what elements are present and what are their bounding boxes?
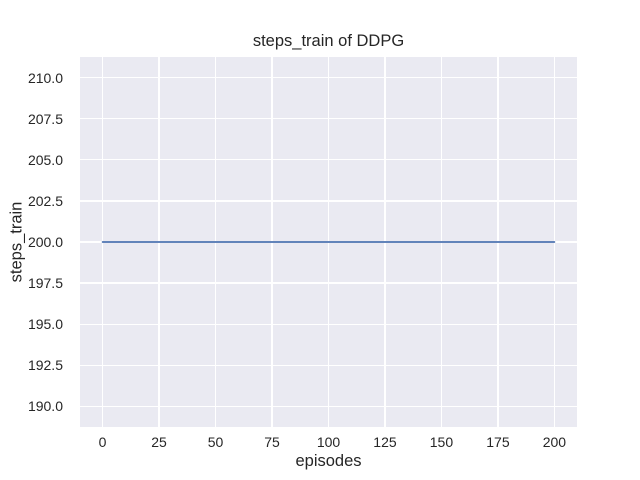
series-layer <box>101 241 556 243</box>
y-tick-205.0: 205.0 <box>27 151 63 168</box>
x-tick-125: 125 <box>373 434 397 450</box>
x-tick-150: 150 <box>429 434 454 450</box>
gridline-y-197.5 <box>80 282 577 284</box>
y-tick-202.5: 202.5 <box>27 192 63 209</box>
y-tick-210.0: 210.0 <box>27 69 63 86</box>
plot-area <box>80 57 577 427</box>
y-tick-190.0: 190.0 <box>27 398 63 415</box>
y-tick-200.0: 200.0 <box>27 234 63 250</box>
gridline-y-190.0 <box>80 405 577 408</box>
gridline-y-195.0 <box>80 323 577 325</box>
y-tick-197.5: 197.5 <box>27 275 63 292</box>
y-tick-195.0: 195.0 <box>27 316 63 333</box>
y-tick-207.5: 207.5 <box>27 110 63 127</box>
gridline-y-202.5 <box>80 200 577 202</box>
x-tick-75: 75 <box>264 434 280 450</box>
x-tick-200: 200 <box>542 434 567 450</box>
x-tick-25: 25 <box>151 434 167 450</box>
gridline-y-205.0 <box>80 159 577 161</box>
y-tick-192.5: 192.5 <box>27 357 63 374</box>
x-axis-label: episodes <box>295 452 362 470</box>
x-tick-50: 50 <box>207 434 224 450</box>
gridline-y-192.5 <box>80 364 577 366</box>
gridline-y-207.5 <box>80 118 577 120</box>
x-tick-100: 100 <box>316 434 341 450</box>
chart-title: steps_train of DDPG <box>252 32 405 50</box>
x-tick-175: 175 <box>486 434 510 450</box>
gridline-y-210.0 <box>80 76 577 79</box>
x-tick-0: 0 <box>98 434 107 450</box>
